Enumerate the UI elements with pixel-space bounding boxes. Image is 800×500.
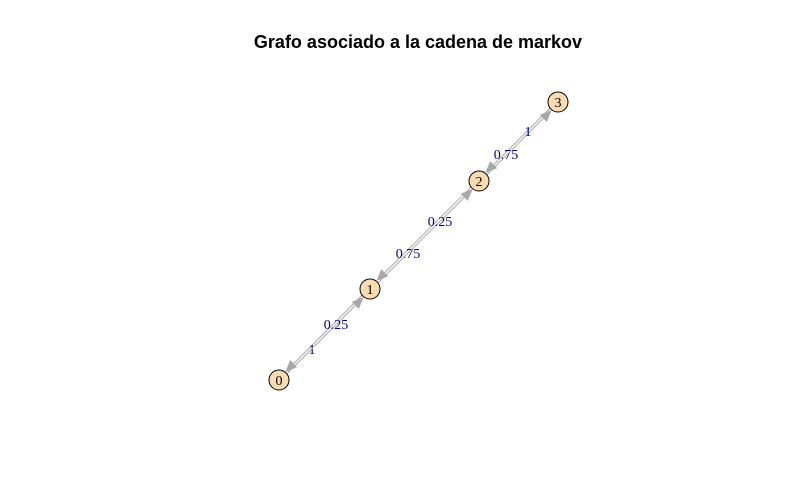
node-circle — [468, 170, 490, 192]
edge-label: 1 — [525, 125, 532, 140]
edge-arrowhead — [351, 296, 364, 309]
edge-arrowhead — [460, 188, 473, 201]
node-circle — [268, 369, 290, 391]
node-circle — [359, 278, 381, 300]
node-label: 2 — [476, 175, 483, 190]
nodes-layer: 0 1 2 3 — [268, 91, 569, 391]
edge-line — [493, 107, 551, 165]
edges-layer: 10.250.750.250.751 — [285, 107, 552, 375]
node-label: 0 — [276, 374, 283, 389]
edge-label: 0.25 — [428, 215, 453, 230]
node-1: 1 — [359, 278, 381, 300]
edge-line — [486, 118, 544, 176]
edge-arrowhead — [539, 109, 552, 122]
edge-arrowhead — [285, 360, 298, 373]
node-circle — [547, 91, 569, 113]
edge-3-to-2: 0.75 — [485, 107, 551, 174]
edge-line — [286, 305, 356, 375]
edge-2-to-3: 1 — [486, 109, 552, 176]
edge-line — [384, 186, 472, 274]
node-label: 3 — [555, 96, 562, 111]
edge-label: 0.75 — [396, 247, 421, 262]
edge-label: 0.25 — [324, 318, 349, 333]
edge-arrowhead — [376, 269, 389, 282]
edge-line — [293, 294, 363, 364]
edge-1-to-2: 0.25 — [377, 188, 473, 284]
node-label: 1 — [367, 283, 374, 298]
graph-title: Grafo asociado a la cadena de markov — [254, 32, 582, 52]
node-0: 0 — [268, 369, 290, 391]
edge-label: 1 — [309, 343, 316, 358]
edge-arrowhead — [485, 161, 498, 174]
node-2: 2 — [468, 170, 490, 192]
edge-2-to-1: 0.75 — [376, 186, 472, 282]
edge-0-to-1: 0.25 — [286, 296, 364, 375]
edge-line — [377, 196, 465, 284]
edge-1-to-0: 1 — [285, 294, 363, 373]
node-3: 3 — [547, 91, 569, 113]
